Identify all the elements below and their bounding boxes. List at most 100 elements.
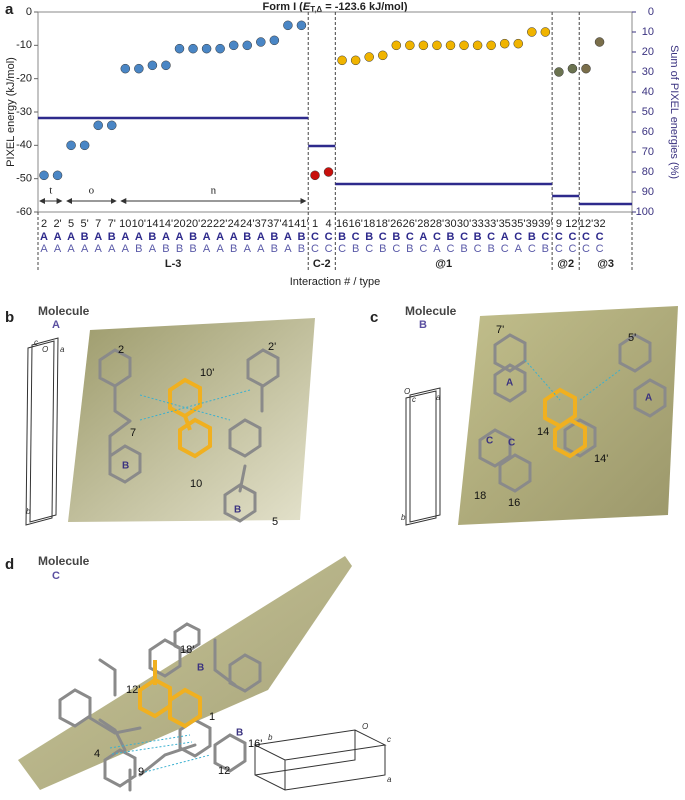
y-tick-label: -60 bbox=[16, 206, 32, 218]
y2-tick-label: 50 bbox=[642, 106, 654, 118]
ring-label: B bbox=[197, 663, 204, 674]
x-tick-label: 16' bbox=[348, 218, 362, 230]
cell-label: O bbox=[42, 345, 48, 354]
x-tick-label: 12' bbox=[579, 218, 593, 230]
type-label: A bbox=[216, 231, 224, 243]
atom-label: 18' bbox=[180, 644, 194, 656]
molecule-highlight bbox=[543, 387, 587, 459]
energy-point bbox=[459, 40, 469, 51]
x-tick-label: 9 bbox=[556, 218, 562, 230]
type-label: B bbox=[338, 231, 346, 243]
type-label: C bbox=[352, 231, 360, 243]
ring-label: B bbox=[122, 461, 129, 472]
atom-label: 14' bbox=[594, 453, 608, 465]
type-label: A bbox=[203, 243, 211, 255]
type-label: C bbox=[555, 243, 563, 255]
energy-point bbox=[161, 60, 171, 71]
energy-point bbox=[52, 170, 63, 181]
type-label: C bbox=[311, 231, 319, 243]
group-label: C-2 bbox=[313, 258, 331, 270]
molecule-heading: Molecule bbox=[38, 304, 90, 318]
type-label: B bbox=[474, 231, 482, 243]
type-label: C bbox=[501, 243, 509, 255]
x-tick-label: 4 bbox=[325, 218, 331, 230]
type-label: C bbox=[325, 243, 333, 255]
type-label: C bbox=[460, 231, 468, 243]
energy-point bbox=[378, 50, 388, 61]
type-label: A bbox=[108, 243, 116, 255]
x-tick-label: 35' bbox=[511, 218, 525, 230]
type-label: B bbox=[298, 243, 305, 255]
molecule-highlight bbox=[138, 660, 202, 729]
x-axis-label: Interaction # / type bbox=[290, 276, 381, 288]
molecule-id: A bbox=[52, 319, 60, 331]
cell-label: b bbox=[401, 513, 406, 522]
type-label: B bbox=[365, 231, 373, 243]
energy-point bbox=[79, 140, 90, 151]
energy-point bbox=[120, 63, 131, 74]
x-tick-label: 2 bbox=[41, 218, 47, 230]
x-tick-label: 16 bbox=[336, 218, 348, 230]
type-label: A bbox=[94, 231, 102, 243]
energy-point bbox=[147, 60, 158, 71]
molecule-sticks bbox=[98, 348, 280, 523]
chart-title: Form I (ET,Δ = -123.6 kJ/mol) bbox=[263, 1, 408, 14]
atom-label: 14 bbox=[537, 426, 549, 438]
x-tick-label: 7 bbox=[95, 218, 101, 230]
energy-point bbox=[323, 167, 334, 177]
x-tick-label: 10' bbox=[132, 218, 146, 230]
type-label: A bbox=[40, 243, 48, 255]
x-tick-label: 37 bbox=[255, 218, 267, 230]
type-label: C bbox=[338, 243, 346, 255]
type-label: C bbox=[406, 231, 414, 243]
x-tick-label: 20' bbox=[186, 218, 200, 230]
ring-label: A bbox=[506, 378, 513, 389]
x-tick-label: 22 bbox=[200, 218, 212, 230]
cell-label: b bbox=[268, 733, 273, 742]
type-label: A bbox=[244, 243, 252, 255]
type-label: B bbox=[297, 231, 305, 243]
atom-label: 5' bbox=[628, 332, 636, 344]
type-label: A bbox=[149, 243, 157, 255]
type-label: A bbox=[230, 231, 238, 243]
type-label: B bbox=[81, 231, 89, 243]
y2-axis-label: Sum of PIXEL energies (%) bbox=[668, 45, 680, 179]
x-tick-label: 26 bbox=[390, 218, 402, 230]
range-label: t bbox=[49, 185, 52, 197]
energy-point bbox=[66, 140, 76, 151]
y-tick-label: -40 bbox=[16, 139, 32, 151]
energy-point bbox=[350, 55, 361, 66]
type-label: C bbox=[474, 243, 482, 255]
type-label: A bbox=[95, 243, 103, 255]
atom-label: 16' bbox=[248, 738, 262, 750]
hydrogen-bonds bbox=[139, 389, 251, 421]
energy-point bbox=[405, 40, 415, 51]
type-label: C bbox=[392, 243, 400, 255]
group-label: L-3 bbox=[165, 258, 182, 270]
x-tick-label: 12' bbox=[565, 218, 579, 230]
type-label: B bbox=[406, 243, 413, 255]
unit-cell bbox=[405, 387, 441, 526]
x-tick-label: 30' bbox=[457, 218, 471, 230]
energy-point bbox=[174, 43, 185, 54]
energy-point bbox=[527, 27, 537, 37]
energy-point bbox=[472, 40, 483, 51]
group-label: @2 bbox=[557, 258, 574, 270]
energy-point bbox=[283, 20, 293, 31]
y2-tick-label: 20 bbox=[642, 46, 654, 58]
panel-label: a bbox=[5, 1, 14, 18]
atom-label: 7 bbox=[130, 427, 136, 439]
y2-tick-label: 10 bbox=[642, 26, 654, 38]
atom-label: 10 bbox=[190, 478, 202, 490]
type-label: B bbox=[108, 231, 116, 243]
x-tick-label: 26' bbox=[403, 218, 417, 230]
x-tick-label: 30 bbox=[444, 218, 456, 230]
atom-label: 12 bbox=[218, 765, 230, 777]
type-label: B bbox=[230, 243, 237, 255]
x-tick-label: 5' bbox=[81, 218, 89, 230]
y2-tick-label: 40 bbox=[642, 86, 654, 98]
type-label: A bbox=[515, 243, 523, 255]
x-tick-label: 2' bbox=[53, 218, 61, 230]
y2-tick-label: 70 bbox=[642, 146, 654, 158]
x-tick-label: 20 bbox=[173, 218, 185, 230]
